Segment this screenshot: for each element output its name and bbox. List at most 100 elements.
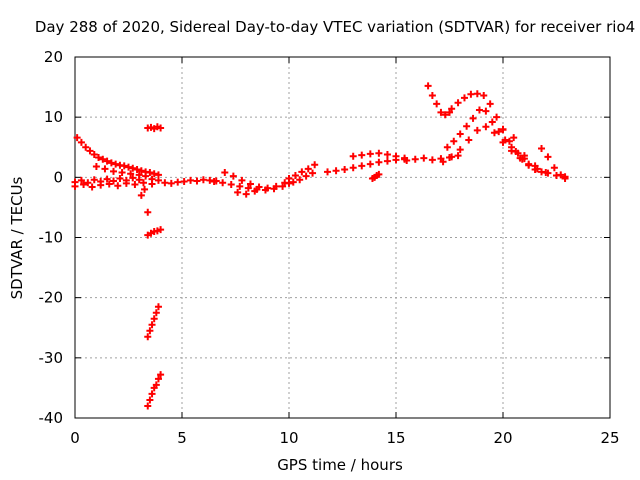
data-point xyxy=(246,180,254,188)
data-point xyxy=(144,333,152,341)
data-point xyxy=(349,152,357,160)
x-tick-label: 5 xyxy=(177,429,187,447)
data-point xyxy=(448,105,456,113)
data-point xyxy=(122,179,130,187)
data-point xyxy=(383,157,391,165)
data-point xyxy=(221,169,229,177)
data-point xyxy=(411,155,419,163)
data-marks xyxy=(71,82,569,410)
data-point xyxy=(146,169,154,177)
data-point xyxy=(505,137,513,145)
data-point xyxy=(150,315,158,323)
data-point xyxy=(279,182,287,190)
data-point xyxy=(467,90,475,98)
data-point xyxy=(157,124,165,132)
data-point xyxy=(366,150,374,158)
x-tick-label: 15 xyxy=(386,429,405,447)
data-point xyxy=(475,106,483,114)
series-spike-plus8 xyxy=(144,123,165,133)
data-point xyxy=(107,159,115,167)
data-point xyxy=(135,171,143,179)
data-point xyxy=(152,381,160,389)
series-jump-16 xyxy=(424,82,453,119)
data-point xyxy=(473,90,481,98)
y-tick-label: -20 xyxy=(39,289,64,307)
data-point xyxy=(488,118,496,126)
data-point xyxy=(420,154,428,162)
series-dip-mid-3 xyxy=(234,187,259,198)
data-point xyxy=(403,156,411,164)
data-point xyxy=(255,183,263,191)
data-point xyxy=(120,162,128,170)
data-point xyxy=(446,108,453,116)
data-point xyxy=(366,160,374,168)
y-axis-label: SDTVAR / TECUs xyxy=(8,176,26,299)
series-baseline-early-2 xyxy=(71,179,156,191)
data-point xyxy=(114,182,122,190)
data-point xyxy=(77,176,85,184)
data-point xyxy=(131,181,139,189)
data-point xyxy=(304,165,312,173)
series-spike-minus9 xyxy=(144,226,165,239)
y-tick-label: 20 xyxy=(44,48,63,66)
data-point xyxy=(110,177,118,185)
data-point xyxy=(193,177,201,185)
data-point xyxy=(516,154,524,162)
data-point xyxy=(291,172,299,180)
data-point xyxy=(499,138,507,146)
data-point xyxy=(392,152,400,160)
x-axis-label: GPS time / hours xyxy=(277,456,403,474)
data-point xyxy=(180,178,188,186)
data-point xyxy=(264,184,272,192)
data-point xyxy=(118,169,126,177)
data-point xyxy=(482,123,490,131)
data-point xyxy=(332,167,340,175)
data-point xyxy=(433,100,441,108)
data-point xyxy=(456,146,464,154)
data-point xyxy=(508,147,516,155)
series-arc-peak-3 xyxy=(439,123,541,173)
data-point xyxy=(428,92,436,100)
data-point xyxy=(161,179,169,187)
series-rise-10-11-b xyxy=(289,169,317,186)
data-point xyxy=(439,158,447,166)
data-point xyxy=(424,82,432,90)
data-point xyxy=(437,108,445,116)
data-point xyxy=(514,149,522,157)
data-point xyxy=(101,165,109,173)
data-point xyxy=(383,150,391,158)
data-point xyxy=(495,128,503,136)
data-point xyxy=(428,156,436,164)
data-point xyxy=(129,164,137,172)
data-point xyxy=(473,126,481,134)
data-point xyxy=(146,327,154,335)
data-point xyxy=(219,179,227,187)
data-point xyxy=(139,179,147,187)
data-point xyxy=(298,168,306,176)
x-tick-label: 10 xyxy=(279,429,298,447)
data-point xyxy=(341,166,349,174)
data-point xyxy=(469,114,477,122)
data-point xyxy=(112,160,120,168)
series-plateau-12-15 xyxy=(324,155,409,176)
data-point xyxy=(125,163,132,171)
data-point xyxy=(490,129,498,137)
data-point xyxy=(92,163,100,171)
data-point xyxy=(465,136,473,144)
data-point xyxy=(375,158,383,166)
data-point xyxy=(296,176,304,184)
data-point xyxy=(375,170,383,178)
data-point xyxy=(544,153,552,161)
data-point xyxy=(174,178,182,186)
data-point xyxy=(499,125,507,133)
data-point xyxy=(133,166,141,174)
data-point xyxy=(448,153,456,161)
data-point xyxy=(148,180,156,188)
data-point xyxy=(167,179,175,187)
data-point xyxy=(324,168,332,176)
data-point xyxy=(242,190,250,198)
data-point xyxy=(311,161,319,169)
data-point xyxy=(358,151,366,159)
data-point xyxy=(148,390,156,398)
